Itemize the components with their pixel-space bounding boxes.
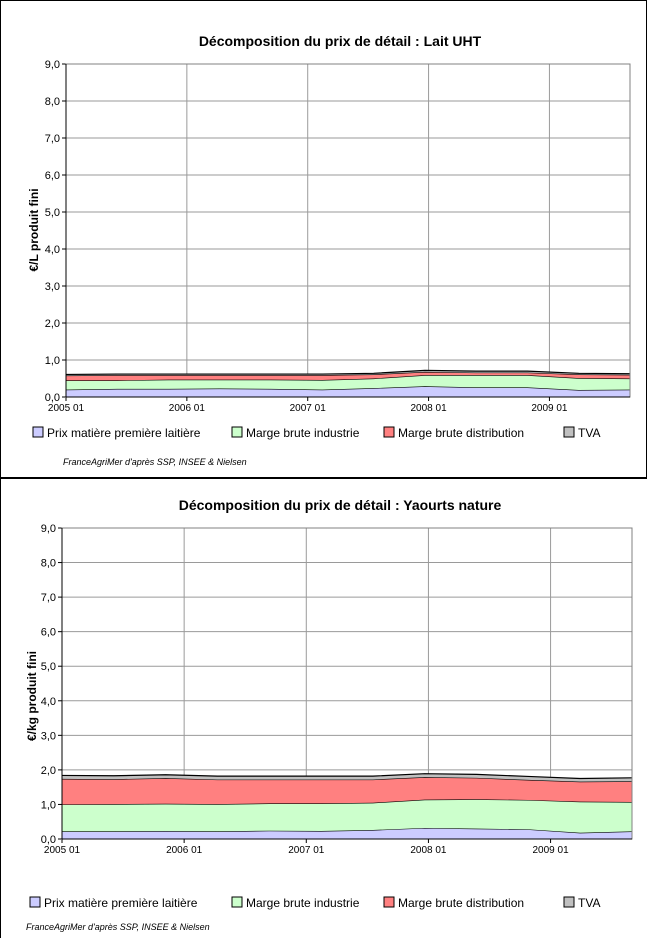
legend-swatch: [231, 426, 243, 438]
chart-svg-lait-uht: Décomposition du prix de détail : Lait U…: [0, 0, 647, 478]
y-tick-label: 0,0: [41, 834, 56, 846]
legend-swatch: [32, 426, 44, 438]
legend-swatch: [563, 896, 575, 908]
legend-label: TVA: [578, 426, 600, 440]
legend-label: Marge brute distribution: [398, 896, 524, 910]
area-series-edge-4: [61, 773, 633, 780]
area-series-4: [62, 773, 632, 782]
x-tick-label: 2007 01: [290, 403, 327, 414]
x-tick-label: 2009 01: [531, 403, 568, 414]
legend-label: Prix matière première laitière: [44, 896, 198, 910]
chart-title: Décomposition du prix de détail : Lait U…: [199, 33, 482, 49]
area-series-1: [62, 827, 632, 839]
plot-background: [66, 64, 630, 397]
y-tick-label: 6,0: [45, 170, 60, 182]
legend-swatch: [563, 426, 575, 438]
x-tick-label: 2009 01: [532, 845, 569, 856]
legend-label: Prix matière première laitière: [47, 426, 201, 440]
y-tick-label: 3,0: [45, 281, 60, 293]
y-axis-label: €/kg produit fini: [25, 651, 39, 741]
chart-panel-lait-uht: Décomposition du prix de détail : Lait U…: [0, 0, 647, 478]
y-tick-label: 2,0: [41, 765, 56, 777]
y-tick-label: 8,0: [45, 96, 60, 108]
plot-area: 0,0 1,0 2,0 3,0 4,0 5,0 6,0 7,0 8,0 9,0 2005 01 200…: [45, 59, 631, 414]
y-tick-label: 9,0: [41, 523, 56, 535]
x-tick-label: 2008 01: [410, 845, 447, 856]
chart-title: Décomposition du prix de détail : Yaourt…: [179, 497, 502, 513]
chart-svg-yaourts-nature: Décomposition du prix de détail : Yaourt…: [0, 478, 647, 938]
legend-swatch: [383, 426, 395, 438]
y-tick-label: 8,0: [41, 558, 56, 570]
area-series-3: [66, 371, 630, 381]
y-tick-label: 3,0: [41, 730, 56, 742]
area-series-3: [62, 777, 632, 805]
legend: Prix matière première laitière Marge brut…: [32, 426, 600, 440]
legend-label: Marge brute industrie: [246, 896, 360, 910]
y-tick-label: 0,0: [45, 392, 60, 404]
y-tick-label: 9,0: [45, 59, 60, 71]
x-tick-label: 2008 01: [410, 403, 447, 414]
plot-area: 0,0 1,0 2,0 3,0 4,0 5,0 6,0 7,0 8,0 9,0 2005 01 200…: [41, 523, 633, 856]
x-tick-label: 2005 01: [44, 845, 81, 856]
y-tick-label: 1,0: [45, 355, 60, 367]
y-tick-label: 4,0: [45, 244, 60, 256]
y-tick-label: 7,0: [45, 133, 60, 145]
y-tick-label: 2,0: [45, 318, 60, 330]
legend: Prix matière première laitière Marge brut…: [29, 896, 600, 910]
chart-panel-yaourts-nature: Décomposition du prix de détail : Yaourt…: [0, 478, 647, 938]
area-series-2: [62, 799, 632, 833]
y-tick-label: 5,0: [41, 661, 56, 673]
legend-swatch: [231, 896, 243, 908]
y-tick-label: 5,0: [45, 207, 60, 219]
legend-swatch: [383, 896, 395, 908]
y-tick-label: 7,0: [41, 592, 56, 604]
y-tick-label: 1,0: [41, 799, 56, 811]
x-tick-label: 2006 01: [166, 845, 203, 856]
source-note: FranceAgriMer d'après SSP, INSEE & Niels…: [63, 457, 247, 467]
y-axis-label: €/L produit fini: [27, 188, 41, 271]
legend-label: Marge brute distribution: [398, 426, 524, 440]
x-tick-label: 2007 01: [288, 845, 325, 856]
source-note: FranceAgriMer d'après SSP, INSEE & Niels…: [26, 922, 210, 932]
x-tick-label: 2006 01: [169, 403, 206, 414]
y-tick-label: 6,0: [41, 627, 56, 639]
area-series-edge-4: [65, 369, 631, 376]
y-tick-label: 4,0: [41, 696, 56, 708]
legend-label: Marge brute industrie: [246, 426, 360, 440]
area-series-2: [66, 375, 630, 390]
legend-label: TVA: [578, 896, 600, 910]
x-tick-label: 2005 01: [48, 403, 85, 414]
legend-swatch: [29, 896, 41, 908]
